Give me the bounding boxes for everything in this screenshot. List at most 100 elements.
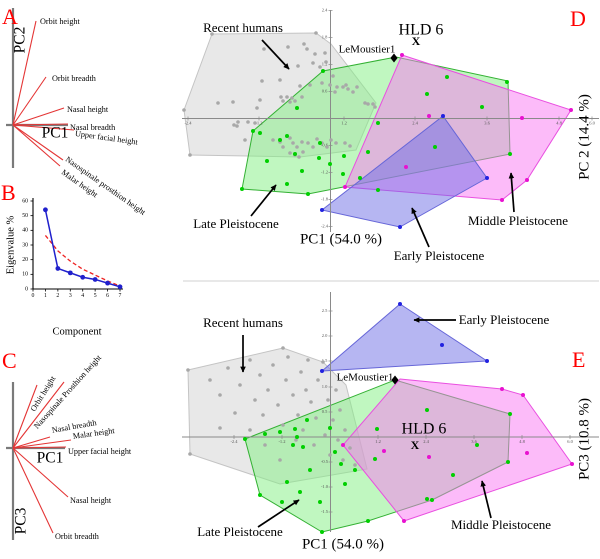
vector-label-orbit-breadth: Orbit breadth [52,74,96,83]
point-late-pleistocene [265,159,269,163]
point-recent-humans [248,358,252,362]
point-late-pleistocene [243,437,247,441]
point-late-pleistocene [366,519,370,523]
x-tick: 4.8 [556,121,562,126]
point-late-pleistocene [320,530,324,534]
point-recent-humans [305,47,309,51]
x-tick: 6 [106,293,109,299]
point-late-pleistocene [293,152,297,156]
point-recent-humans [285,95,289,99]
y-tick: -1.2 [321,170,328,175]
point-recent-humans [266,388,270,392]
point-recent-humans [286,355,290,359]
point-recent-humans [294,438,298,442]
point-late-pleistocene [305,418,309,422]
point-late-pleistocene [366,150,370,154]
group-label-late-pleistocene: Late Pleistocene [193,216,279,231]
point-late-pleistocene [375,427,379,431]
point-recent-humans [326,398,330,402]
y-tick: 2.4 [322,8,328,13]
point-recent-humans [216,101,220,105]
x-tick: 1 [44,293,47,299]
panel-d: -2.4 -1.2 1.2 2.4 3.6 4.8 6.0 2.4 1.8 1.2 0.6 -0.6 -… [182,8,599,263]
point-middle-pleistocene [402,519,406,523]
loading-vector-nasal-height [12,107,65,126]
point-recent-humans [226,366,230,370]
group-label-recent-humans: Recent humans [203,315,283,330]
x-tick: 7 [119,293,122,299]
point-late-pleistocene [433,145,437,149]
point-recent-humans [210,32,214,36]
y-tick: 1.8 [322,35,328,40]
x-tick: 4 [81,293,84,299]
scree-point [117,284,123,290]
point-recent-humans [315,137,319,141]
scree-point [43,207,48,213]
point-recent-humans [208,378,212,382]
x-tick: -1.2 [255,121,262,126]
x-axis-title: PC1 [37,450,64,467]
point-recent-humans [258,98,262,102]
annotation-arrow-late-pleistocene [250,184,277,217]
point-recent-humans [309,400,313,404]
point-middle-pleistocene [400,53,404,57]
point-recent-humans [253,398,257,402]
point-late-pleistocene [341,172,345,176]
point-recent-humans [334,388,338,392]
point-recent-humans [316,378,320,382]
point-recent-humans [366,102,370,106]
point-recent-humans [278,458,282,462]
point-late-pleistocene [508,152,512,156]
x-tick: 1.2 [375,439,381,444]
point-late-pleistocene [445,75,449,79]
panel-label-b: B [1,180,16,205]
point-late-pleistocene [318,500,322,504]
point-middle-pleistocene [427,114,431,118]
point-early-pleistocene [320,369,324,373]
point-late-pleistocene [308,468,312,472]
y-tick: -1.8 [321,197,329,202]
y-tick: -0.6 [321,143,329,148]
specimen-label-hld-6: HLD 6 [402,421,447,438]
panel-label-c: C [2,348,17,373]
point-middle-pleistocene [382,449,386,453]
y-tick: 2.5 [322,308,328,313]
point-recent-humans [231,100,235,104]
loading-vector-nasal-height [12,447,69,498]
point-recent-humans [351,90,355,94]
point-recent-humans [300,140,304,144]
point-late-pleistocene [343,482,347,486]
point-middle-pleistocene [525,178,529,182]
loading-vector-orbit-height [12,20,37,126]
point-late-pleistocene [430,498,434,502]
point-recent-humans [238,383,242,387]
point-recent-humans [306,141,310,145]
loading-vector-orbit-breadth [12,447,54,534]
point-recent-humans [246,120,250,124]
point-recent-humans [186,368,190,372]
point-recent-humans [235,124,239,128]
point-recent-humans [291,393,295,397]
point-recent-humans [355,85,359,89]
point-recent-humans [295,145,299,149]
point-recent-humans [243,138,247,142]
point-late-pleistocene [306,192,310,196]
point-recent-humans [236,120,240,124]
point-middle-pleistocene [500,387,504,391]
point-recent-humans [263,443,267,447]
y-tick: 50 [22,213,28,219]
point-late-pleistocene [298,490,302,494]
x-tick: 6.0 [589,121,595,126]
y-tick: 0 [25,286,28,292]
scree-point [67,270,73,276]
point-recent-humans [258,373,262,377]
point-late-pleistocene [328,162,332,166]
x-tick: 5 [94,293,97,299]
point-recent-humans [323,433,327,437]
x-tick: 3.6 [471,439,477,444]
x-tick: -1.2 [278,439,285,444]
scree-point [105,280,110,286]
point-recent-humans [343,428,347,432]
